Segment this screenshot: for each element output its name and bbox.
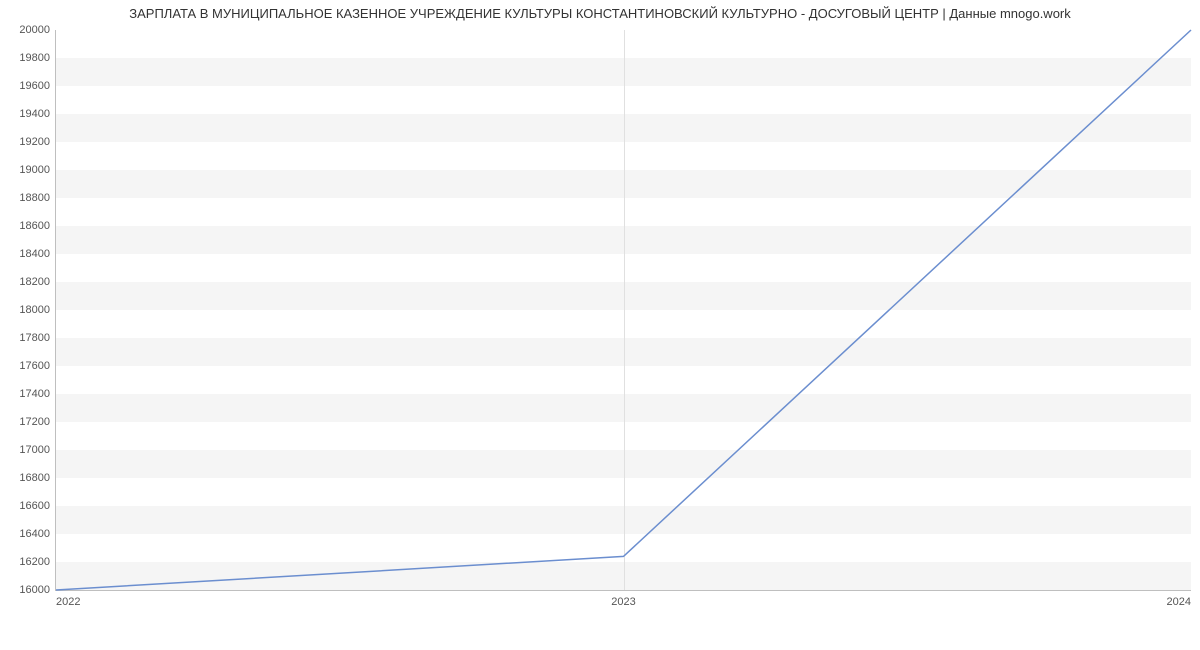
y-tick-label: 20000 bbox=[19, 24, 50, 36]
y-tick-label: 18200 bbox=[19, 276, 50, 288]
x-tick-label: 2023 bbox=[611, 596, 635, 608]
y-tick-label: 18000 bbox=[19, 304, 50, 316]
y-tick-label: 17600 bbox=[19, 360, 50, 372]
y-tick-label: 19000 bbox=[19, 164, 50, 176]
plot-area: 1600016200164001660016800170001720017400… bbox=[55, 30, 1191, 591]
y-tick-label: 17800 bbox=[19, 332, 50, 344]
y-tick-label: 19200 bbox=[19, 136, 50, 148]
chart-container: ЗАРПЛАТА В МУНИЦИПАЛЬНОЕ КАЗЕННОЕ УЧРЕЖД… bbox=[0, 0, 1200, 650]
line-series bbox=[56, 30, 1191, 590]
y-tick-label: 16000 bbox=[19, 584, 50, 596]
y-tick-label: 19600 bbox=[19, 80, 50, 92]
y-tick-label: 16400 bbox=[19, 528, 50, 540]
x-tick-label: 2022 bbox=[56, 596, 80, 608]
chart-title: ЗАРПЛАТА В МУНИЦИПАЛЬНОЕ КАЗЕННОЕ УЧРЕЖД… bbox=[0, 6, 1200, 21]
x-tick-label: 2024 bbox=[1167, 596, 1191, 608]
y-tick-label: 16600 bbox=[19, 500, 50, 512]
y-tick-label: 16800 bbox=[19, 472, 50, 484]
y-tick-label: 18600 bbox=[19, 220, 50, 232]
y-tick-label: 18400 bbox=[19, 248, 50, 260]
y-tick-label: 17000 bbox=[19, 444, 50, 456]
y-tick-label: 16200 bbox=[19, 556, 50, 568]
y-tick-label: 17400 bbox=[19, 388, 50, 400]
y-tick-label: 17200 bbox=[19, 416, 50, 428]
y-tick-label: 19400 bbox=[19, 108, 50, 120]
series-line bbox=[56, 30, 1191, 590]
y-tick-label: 19800 bbox=[19, 52, 50, 64]
y-tick-label: 18800 bbox=[19, 192, 50, 204]
